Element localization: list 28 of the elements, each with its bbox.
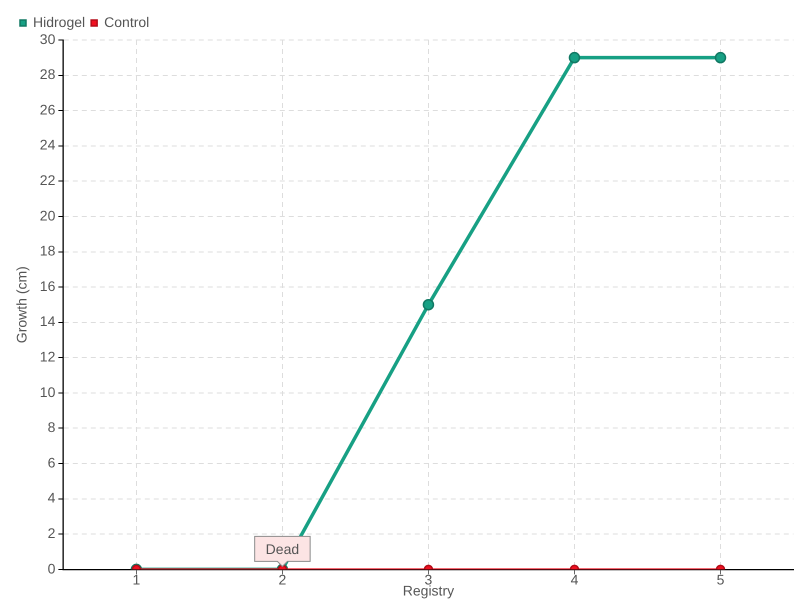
legend-label: Control [104, 14, 150, 30]
y-tick-label: 14 [40, 313, 56, 330]
y-tick-label: 6 [48, 454, 56, 470]
x-tick-label: 3 [424, 572, 433, 588]
y-axis-title: Growth (cm) [13, 266, 30, 344]
x-tick-label: 4 [570, 572, 579, 588]
y-tick-label: 30 [40, 30, 56, 47]
point [714, 52, 726, 64]
point [568, 52, 580, 64]
y-tick-label: 10 [40, 384, 56, 400]
y-tick-label: 12 [40, 348, 56, 364]
y-tick-label: 28 [40, 66, 56, 82]
point [422, 298, 434, 310]
y-tick-label: 0 [48, 560, 56, 576]
legend-label: Hidrogel [33, 14, 86, 30]
y-tick-label: 22 [40, 172, 56, 188]
y-tick-label: 20 [40, 207, 56, 224]
x-tick-label: 2 [278, 572, 287, 588]
y-tick-label: 4 [48, 490, 56, 506]
y-tick-label: 18 [40, 242, 56, 259]
x-tick-label: 5 [716, 572, 725, 588]
x-tick-label: 1 [132, 572, 140, 588]
annotation: Dead [266, 540, 300, 557]
y-tick-label: 26 [40, 101, 56, 118]
y-tick-label: 16 [40, 278, 56, 294]
y-tick-label: 8 [48, 419, 56, 436]
y-tick-label: 24 [40, 136, 56, 153]
y-tick-label: 2 [48, 524, 56, 541]
